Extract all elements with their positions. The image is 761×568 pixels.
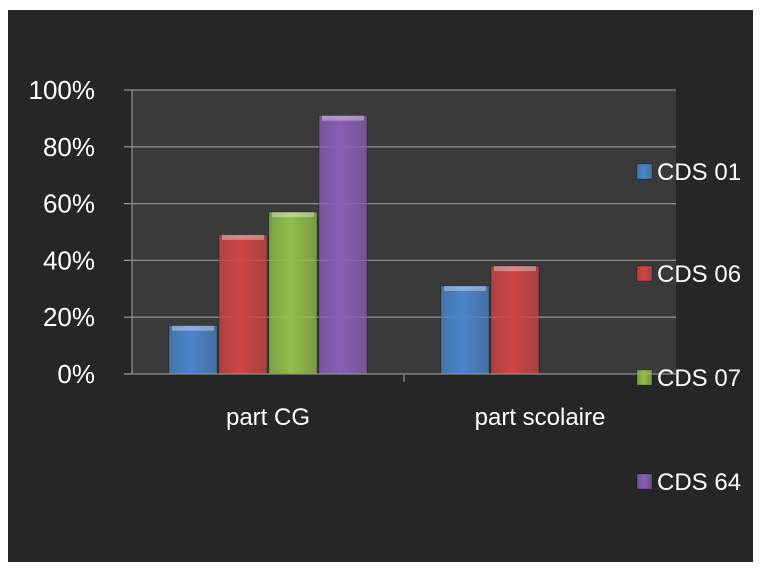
x-category-label: part CG	[226, 404, 310, 431]
legend-swatch	[636, 369, 653, 386]
y-tick-label: 40%	[43, 245, 95, 275]
bar-highlight	[222, 234, 264, 240]
legend-swatch	[636, 265, 653, 282]
legend-label: CDS 07	[657, 365, 741, 392]
y-tick-label: 0%	[57, 359, 95, 389]
legend-swatch	[636, 473, 653, 490]
x-category-label: part scolaire	[475, 404, 606, 431]
bar-cds-64-part-cg	[318, 115, 368, 375]
legend-label: CDS 01	[657, 159, 741, 186]
bar-highlight	[272, 212, 314, 218]
bar-highlight	[444, 285, 486, 291]
legend-label: CDS 06	[657, 261, 741, 288]
legend-swatch	[636, 163, 653, 180]
bar-cds-01-part-scolaire	[440, 285, 490, 375]
y-tick-label: 60%	[43, 189, 95, 219]
legend-label: CDS 64	[657, 469, 741, 496]
bar-cds-06-part-cg	[218, 234, 268, 375]
bar-highlight	[322, 115, 364, 121]
bar-cds-01-part-cg	[168, 325, 218, 375]
y-tick-label: 20%	[43, 302, 95, 332]
bar-cds-06-part-scolaire	[490, 265, 540, 375]
bar-highlight	[172, 325, 214, 331]
y-tick-label: 80%	[43, 132, 95, 162]
y-tick-label: 100%	[29, 75, 96, 105]
bar-cds-07-part-cg	[268, 211, 318, 375]
bar-highlight	[494, 266, 536, 272]
